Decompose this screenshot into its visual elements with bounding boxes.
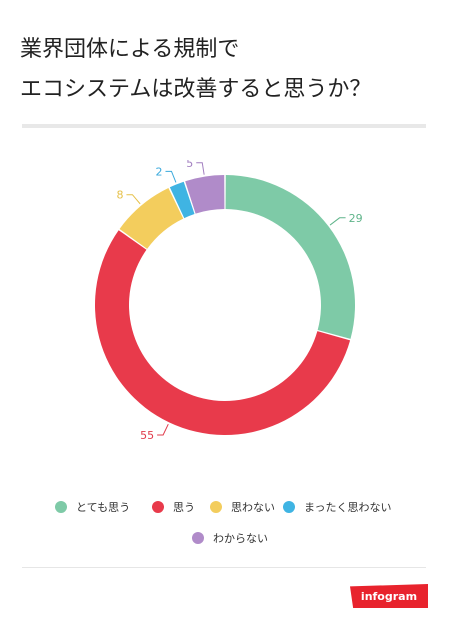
legend-label: 思わない [231, 501, 275, 514]
donut-slice-1[interactable] [225, 175, 355, 339]
footer-divider [22, 567, 426, 568]
legend-swatch [192, 532, 204, 544]
label-leader-3 [126, 194, 141, 205]
donut-slice-2[interactable] [95, 230, 351, 435]
title-divider [22, 124, 426, 128]
donut-chart: 29 55 8 2 5 [95, 160, 363, 442]
data-label-3: 8 [116, 189, 123, 202]
legend-item-wakaranai[interactable]: わからない [192, 530, 268, 546]
legend-item-totemo-omou[interactable]: とても思う [55, 499, 130, 515]
legend-swatch [152, 501, 164, 513]
donut-slice-3[interactable] [119, 187, 184, 249]
data-label-4: 2 [155, 165, 162, 178]
data-label-1: 29 [349, 212, 363, 225]
legend-label: 思う [173, 501, 195, 514]
chart-title-line-1: 業界団体による規制で [20, 37, 240, 62]
data-label-2: 55 [140, 429, 154, 442]
label-leader-5 [196, 162, 205, 175]
legend-label: とても思う [76, 501, 131, 514]
chart-title: 業界団体による規制で エコシステムは改善すると思うか？ [20, 30, 435, 110]
legend-label: わからない [213, 532, 268, 545]
label-leader-2 [157, 423, 169, 436]
data-label-5: 5 [186, 160, 193, 170]
legend-item-omou[interactable]: 思う [152, 499, 195, 515]
legend-swatch [55, 501, 67, 513]
legend-item-mattaku-omowanai[interactable]: まったく思わない [283, 499, 392, 515]
legend-label: まったく思わない [304, 501, 392, 514]
legend-item-omowanai[interactable]: 思わない [210, 499, 275, 515]
legend-swatch [283, 501, 295, 513]
donut-slice-4[interactable] [169, 181, 195, 219]
label-leader-1 [329, 217, 346, 226]
donut-slice-5[interactable] [185, 175, 225, 214]
legend-swatch [210, 501, 222, 513]
chart-title-line-2: エコシステムは改善すると思うか？ [20, 77, 372, 102]
label-leader-4 [165, 170, 177, 183]
infogram-logo[interactable]: infogram [350, 584, 428, 608]
